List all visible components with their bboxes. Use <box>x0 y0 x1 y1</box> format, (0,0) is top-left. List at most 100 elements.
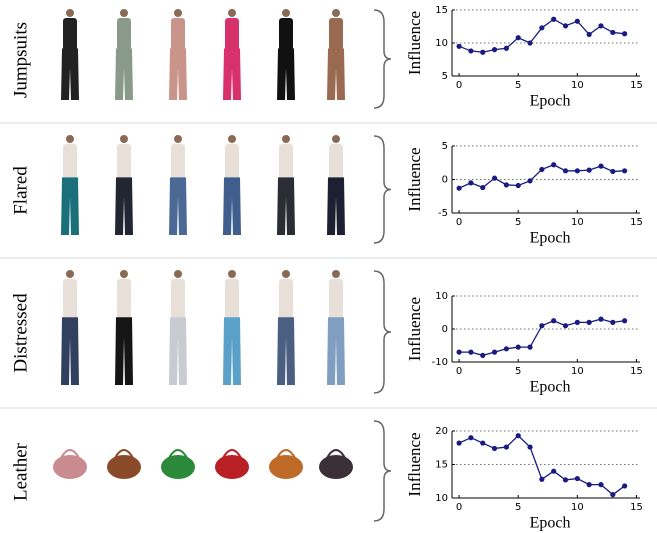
legs <box>327 317 345 385</box>
legs <box>61 317 79 385</box>
torso <box>171 144 185 180</box>
data-point <box>610 319 616 325</box>
data-point <box>586 167 592 173</box>
product-image <box>327 135 345 235</box>
data-point <box>491 175 498 181</box>
data-point <box>503 45 509 51</box>
data-point <box>574 475 580 482</box>
head <box>282 135 290 143</box>
brace <box>373 420 392 522</box>
product-image <box>277 270 295 385</box>
torso <box>63 279 77 320</box>
data-point <box>480 352 486 358</box>
y-tick-label: 10 <box>435 493 448 504</box>
data-point <box>610 168 616 175</box>
torso <box>225 18 239 51</box>
product-image <box>319 449 353 479</box>
torso <box>171 279 185 320</box>
data-point <box>586 319 592 325</box>
x-tick-label: 5 <box>515 366 521 377</box>
product-image <box>107 449 141 479</box>
torso <box>329 18 343 51</box>
data-point <box>610 492 616 498</box>
item <box>161 455 195 479</box>
x-axis-label: Epoch <box>530 379 571 396</box>
item <box>269 455 303 479</box>
x-tick-label: 15 <box>630 217 643 228</box>
row-label: Flared <box>10 166 31 215</box>
x-tick-label: 10 <box>571 502 584 513</box>
product-image <box>115 135 133 235</box>
product-image <box>215 449 249 479</box>
product-image <box>169 9 187 100</box>
y-tick-label: 0 <box>442 175 448 186</box>
legs <box>327 48 345 100</box>
legs <box>277 177 295 235</box>
data-point <box>539 25 545 31</box>
brace <box>373 270 392 394</box>
data-point <box>598 316 604 322</box>
y-tick-label: 15 <box>435 460 448 471</box>
data-point <box>515 182 521 189</box>
handle <box>60 449 80 459</box>
head <box>332 270 340 278</box>
data-point <box>586 31 592 38</box>
data-point <box>491 47 498 53</box>
legs <box>169 48 187 100</box>
data-point <box>598 163 604 169</box>
product-image <box>223 135 241 235</box>
product-image <box>327 9 345 100</box>
torso <box>279 279 293 320</box>
head <box>120 9 128 17</box>
data-point <box>539 476 545 482</box>
data-point <box>468 435 474 441</box>
y-tick-label: 0 <box>442 324 448 335</box>
data-point <box>622 483 628 489</box>
handle <box>168 449 188 459</box>
brace <box>373 135 392 244</box>
torso <box>63 18 77 51</box>
data-point <box>480 440 486 446</box>
x-tick-label: 15 <box>630 366 643 377</box>
data-point <box>598 23 604 29</box>
x-tick-label: 10 <box>571 80 584 91</box>
data-point <box>562 323 569 329</box>
x-tick-label: 15 <box>630 502 643 513</box>
row-label: Distressed <box>10 293 31 373</box>
legs <box>169 317 187 385</box>
data-point <box>610 29 616 36</box>
data-point <box>503 346 509 352</box>
data-point <box>456 185 462 191</box>
torso <box>117 144 131 180</box>
data-point <box>562 23 569 29</box>
data-point <box>574 168 580 174</box>
head <box>228 270 236 278</box>
item <box>107 455 141 479</box>
x-tick-label: 0 <box>456 80 462 91</box>
product-image <box>169 270 187 385</box>
product-image <box>53 449 87 479</box>
head <box>282 270 290 278</box>
x-tick-label: 10 <box>571 366 584 377</box>
product-image <box>277 135 295 235</box>
data-point <box>622 31 628 37</box>
data-point <box>586 482 592 488</box>
row-label: Leather <box>10 442 31 501</box>
data-point <box>468 180 474 186</box>
data-point <box>515 433 521 439</box>
data-point <box>456 349 462 355</box>
y-tick-label: 20 <box>435 426 448 437</box>
head <box>228 9 236 17</box>
x-axis-label: Epoch <box>530 515 571 532</box>
head <box>66 135 74 143</box>
head <box>174 270 182 278</box>
handle <box>276 449 296 459</box>
legs <box>115 177 133 235</box>
torso <box>279 18 293 51</box>
data-point <box>515 344 521 350</box>
product-image <box>61 270 79 385</box>
y-tick-label: 15 <box>435 5 448 16</box>
handle <box>114 449 134 459</box>
handle <box>222 449 242 459</box>
product-image <box>115 270 133 385</box>
